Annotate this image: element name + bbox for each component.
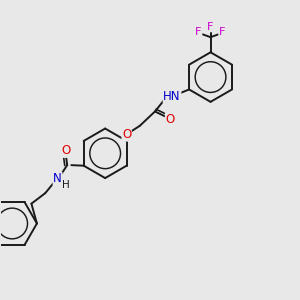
Text: F: F bbox=[207, 22, 214, 32]
Text: O: O bbox=[122, 128, 131, 141]
Text: O: O bbox=[166, 113, 175, 126]
Text: F: F bbox=[195, 27, 202, 37]
Text: O: O bbox=[61, 144, 70, 157]
Text: HN: HN bbox=[163, 90, 181, 103]
Text: N: N bbox=[53, 172, 62, 185]
Text: H: H bbox=[62, 180, 70, 190]
Text: F: F bbox=[219, 27, 225, 37]
